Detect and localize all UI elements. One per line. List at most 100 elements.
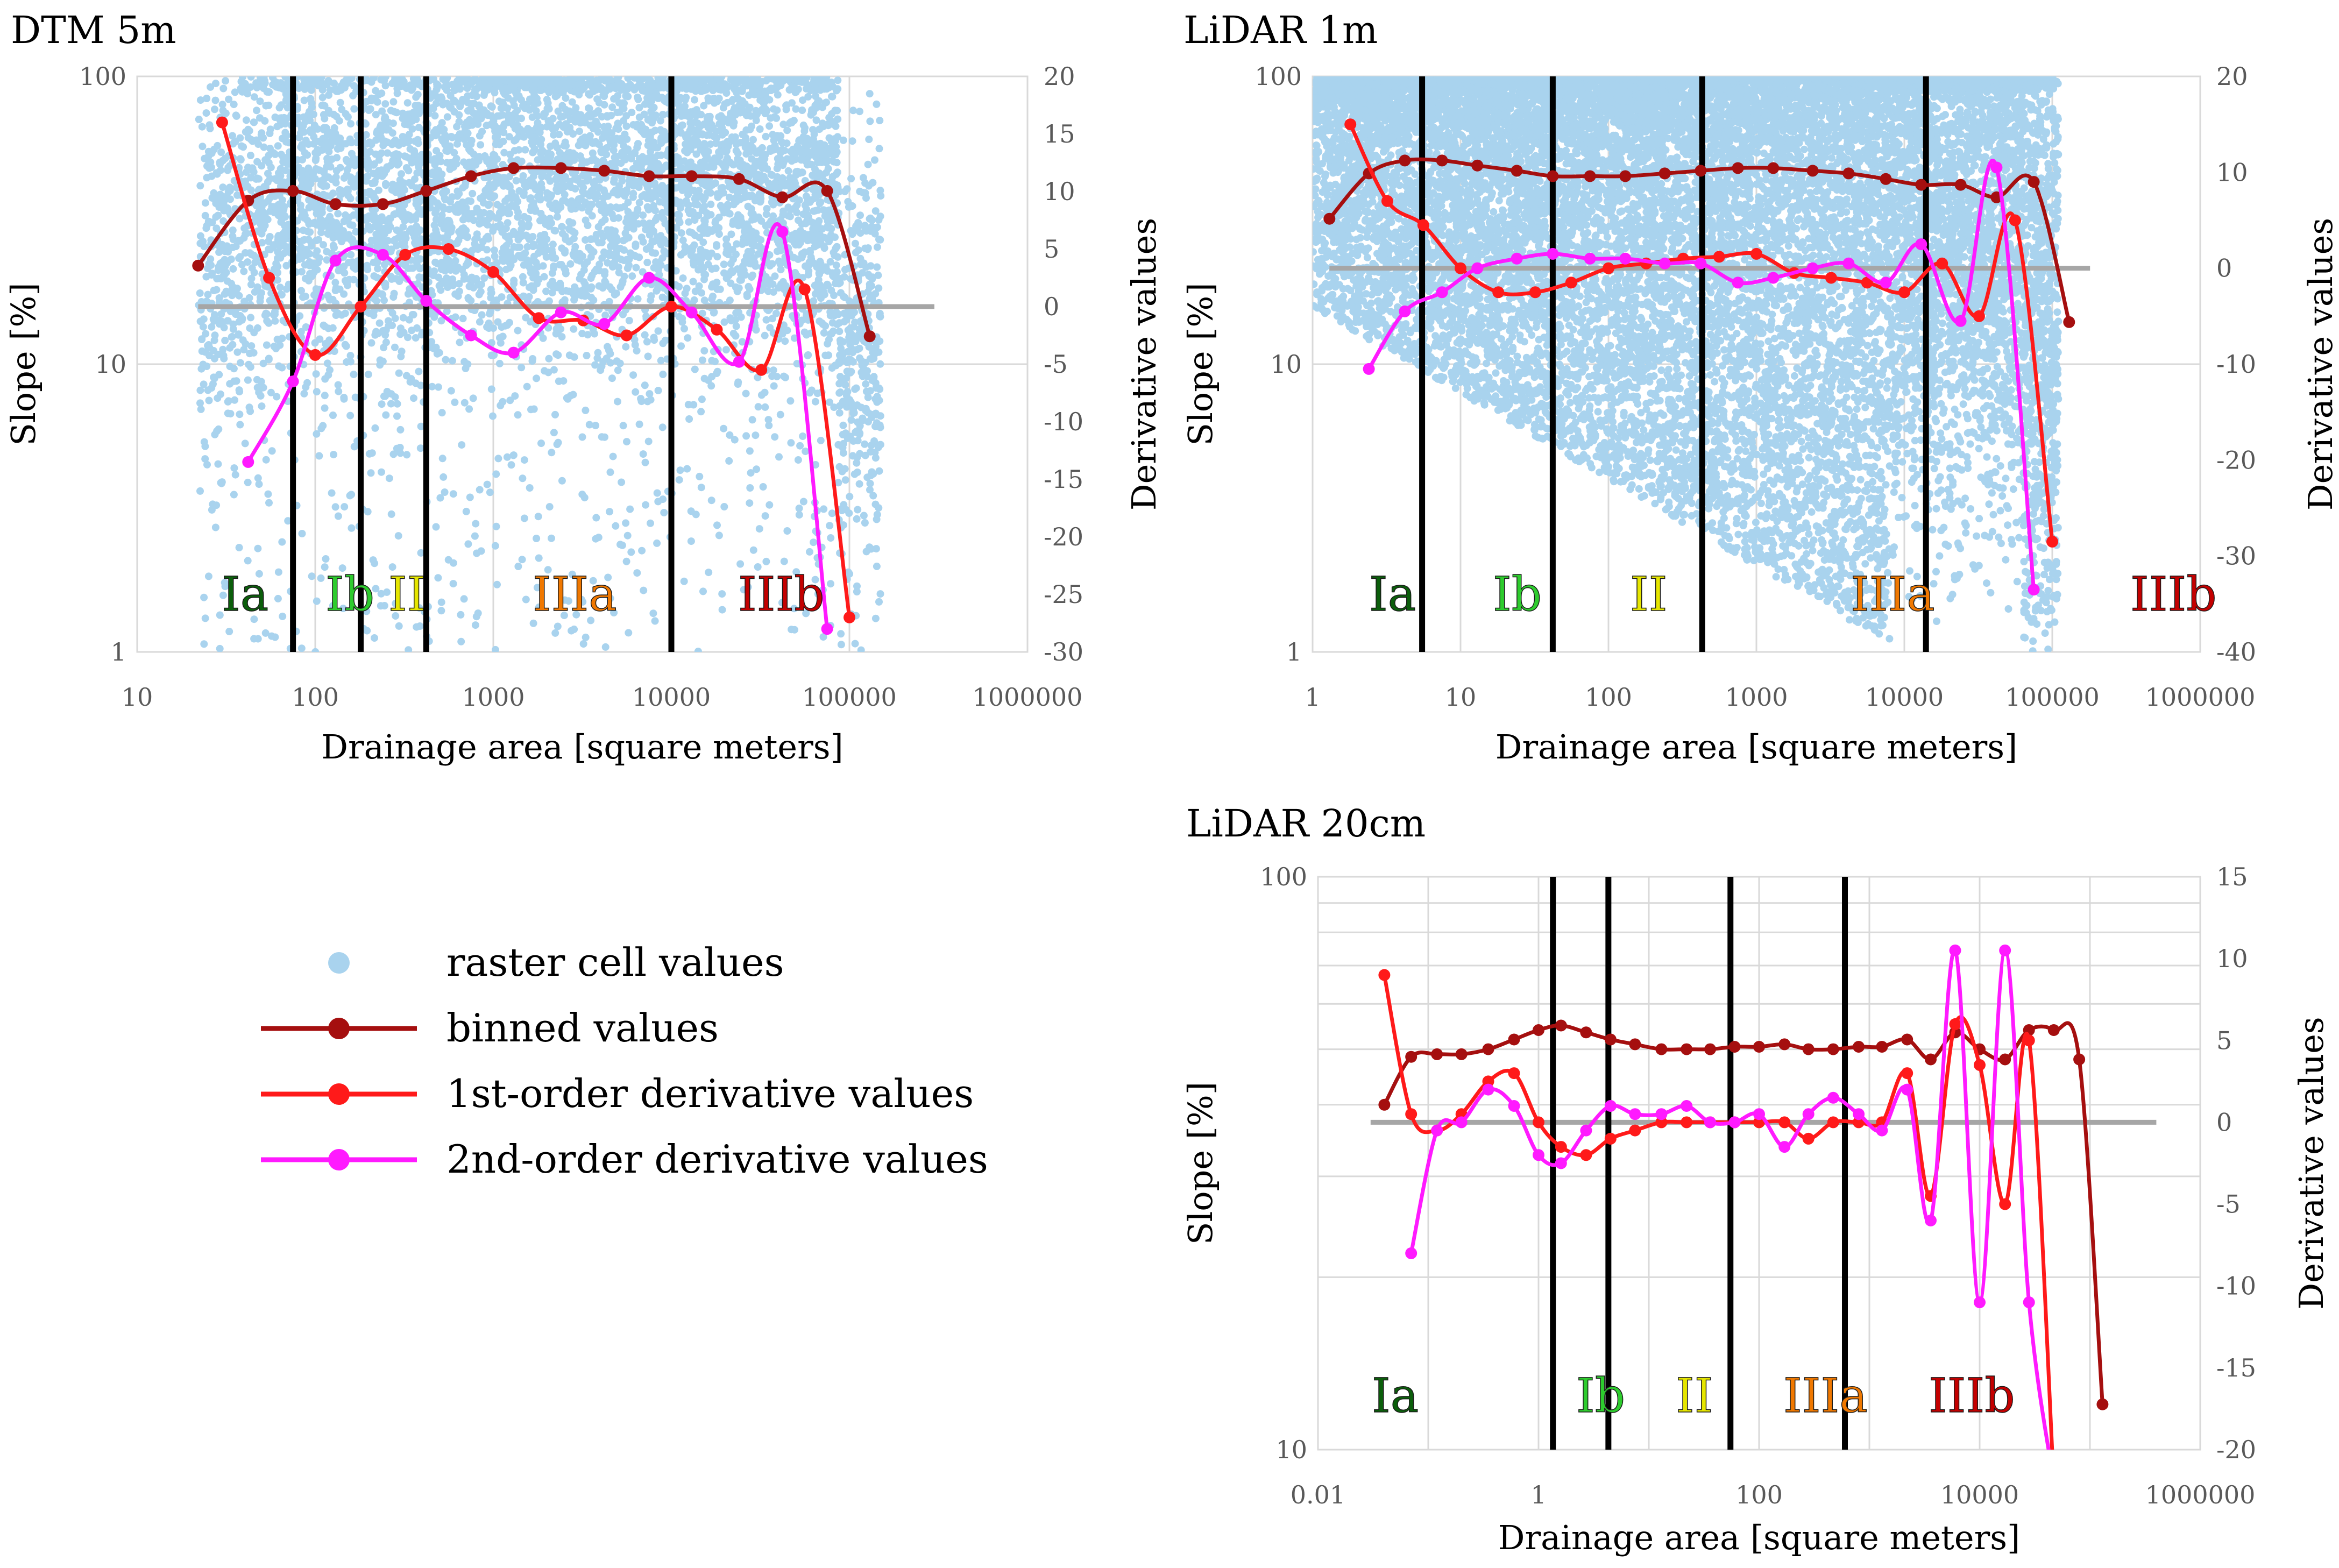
raster-point: [342, 342, 350, 350]
raster-point: [651, 249, 660, 257]
raster-point: [371, 95, 379, 103]
raster-point: [713, 279, 721, 286]
raster-point: [346, 195, 355, 203]
raster-point: [321, 115, 329, 123]
raster-point: [687, 537, 695, 545]
raster-point: [450, 148, 458, 157]
raster-point: [275, 84, 283, 91]
raster-point: [379, 216, 387, 224]
raster-point: [524, 262, 533, 270]
raster-point: [196, 399, 204, 407]
raster-point: [323, 359, 331, 367]
raster-point: [816, 169, 823, 177]
raster-point: [583, 352, 591, 359]
raster-point: [674, 210, 682, 218]
raster-point: [350, 183, 358, 191]
raster-point: [587, 246, 595, 254]
raster-point: [440, 473, 448, 481]
raster-point: [349, 91, 357, 100]
raster-point: [653, 539, 661, 547]
raster-point: [220, 354, 228, 363]
raster-point: [281, 76, 289, 81]
raster-point: [392, 600, 400, 607]
raster-point: [263, 317, 271, 325]
raster-point: [329, 324, 337, 332]
raster-point: [431, 112, 439, 120]
raster-point: [816, 258, 824, 266]
raster-point: [265, 499, 273, 507]
raster-point: [842, 311, 850, 320]
raster-point: [211, 96, 219, 104]
raster-point: [848, 311, 856, 320]
raster-point: [416, 444, 424, 452]
raster-point: [578, 433, 586, 441]
raster-point: [709, 293, 717, 300]
raster-point: [276, 283, 284, 292]
raster-point: [403, 99, 412, 107]
raster-point: [334, 210, 342, 218]
raster-point: [250, 635, 258, 643]
raster-point: [841, 266, 849, 274]
raster-point: [336, 164, 344, 172]
raster-point: [691, 365, 699, 373]
raster-point: [610, 609, 618, 616]
raster-point: [478, 311, 486, 319]
raster-point: [232, 377, 240, 385]
raster-point: [779, 207, 787, 215]
raster-point: [558, 223, 566, 231]
raster-point: [495, 359, 504, 367]
raster-point: [646, 390, 654, 398]
raster-point: [677, 229, 685, 237]
raster-point: [540, 273, 548, 281]
raster-point: [683, 465, 691, 473]
raster-point: [830, 292, 838, 299]
raster-point: [370, 169, 378, 178]
raster-point: [596, 260, 604, 268]
raster-point: [433, 229, 441, 237]
raster-point: [591, 330, 598, 338]
raster-point: [719, 140, 727, 148]
raster-point: [835, 280, 843, 288]
raster-point: [774, 247, 781, 256]
raster-point: [221, 337, 229, 344]
raster-point: [824, 222, 832, 230]
raster-point: [798, 107, 806, 114]
raster-point: [313, 597, 321, 605]
raster-point: [323, 256, 331, 264]
raster-point: [520, 456, 528, 464]
raster-point: [409, 264, 417, 272]
raster-point: [400, 201, 408, 209]
raster-point: [871, 614, 880, 622]
raster-point: [614, 366, 622, 374]
raster-point: [794, 255, 802, 263]
raster-point: [247, 76, 255, 81]
raster-point: [264, 490, 272, 498]
raster-point: [441, 267, 449, 275]
raster-point: [231, 396, 239, 404]
raster-point: [398, 347, 406, 356]
raster-point: [362, 131, 370, 139]
raster-point: [443, 274, 451, 282]
raster-point: [748, 255, 756, 263]
raster-point: [266, 194, 274, 202]
raster-point: [269, 76, 277, 82]
raster-point: [754, 373, 762, 381]
raster-point: [549, 240, 557, 249]
raster-point: [310, 122, 318, 130]
raster-point: [200, 640, 208, 648]
raster-point: [462, 507, 470, 515]
raster-point: [505, 209, 513, 217]
raster-point: [854, 506, 862, 514]
raster-point: [379, 357, 387, 365]
raster-point: [873, 398, 881, 406]
raster-point: [405, 316, 413, 324]
raster-point: [500, 148, 508, 157]
raster-point: [514, 563, 522, 570]
raster-point: [677, 112, 685, 120]
raster-point: [385, 322, 393, 330]
raster-point: [331, 503, 339, 511]
raster-point: [458, 198, 466, 206]
raster-point: [834, 479, 842, 487]
raster-point: [772, 309, 780, 317]
raster-point: [527, 269, 535, 277]
